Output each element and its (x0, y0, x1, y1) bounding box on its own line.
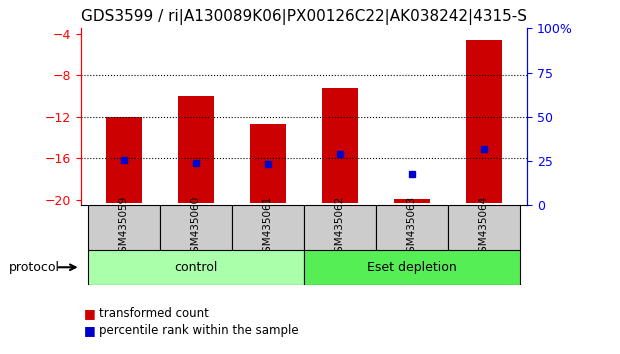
Text: GSM435060: GSM435060 (191, 196, 201, 259)
FancyBboxPatch shape (304, 250, 520, 285)
Text: percentile rank within the sample: percentile rank within the sample (99, 325, 299, 337)
Text: GSM435059: GSM435059 (119, 196, 129, 259)
Text: GSM435061: GSM435061 (263, 196, 273, 259)
Text: ■: ■ (84, 325, 95, 337)
Text: protocol: protocol (9, 261, 60, 274)
Text: control: control (174, 261, 218, 274)
Text: Eset depletion: Eset depletion (367, 261, 457, 274)
FancyBboxPatch shape (304, 205, 376, 250)
FancyBboxPatch shape (232, 205, 304, 250)
Bar (466, 40, 502, 203)
FancyBboxPatch shape (376, 205, 448, 250)
Bar (250, 124, 286, 203)
Text: ■: ■ (84, 307, 95, 320)
Text: GSM435062: GSM435062 (335, 196, 345, 259)
FancyBboxPatch shape (88, 205, 160, 250)
Bar (178, 96, 214, 203)
FancyBboxPatch shape (88, 250, 304, 285)
Bar (394, 199, 430, 203)
Text: GSM435064: GSM435064 (479, 196, 489, 259)
Bar (322, 88, 358, 203)
FancyBboxPatch shape (160, 205, 232, 250)
Text: transformed count: transformed count (99, 307, 209, 320)
FancyBboxPatch shape (448, 205, 520, 250)
Text: GDS3599 / ri|A130089K06|PX00126C22|AK038242|4315-S: GDS3599 / ri|A130089K06|PX00126C22|AK038… (81, 9, 527, 25)
Bar (106, 117, 142, 203)
Text: GSM435063: GSM435063 (407, 196, 417, 259)
